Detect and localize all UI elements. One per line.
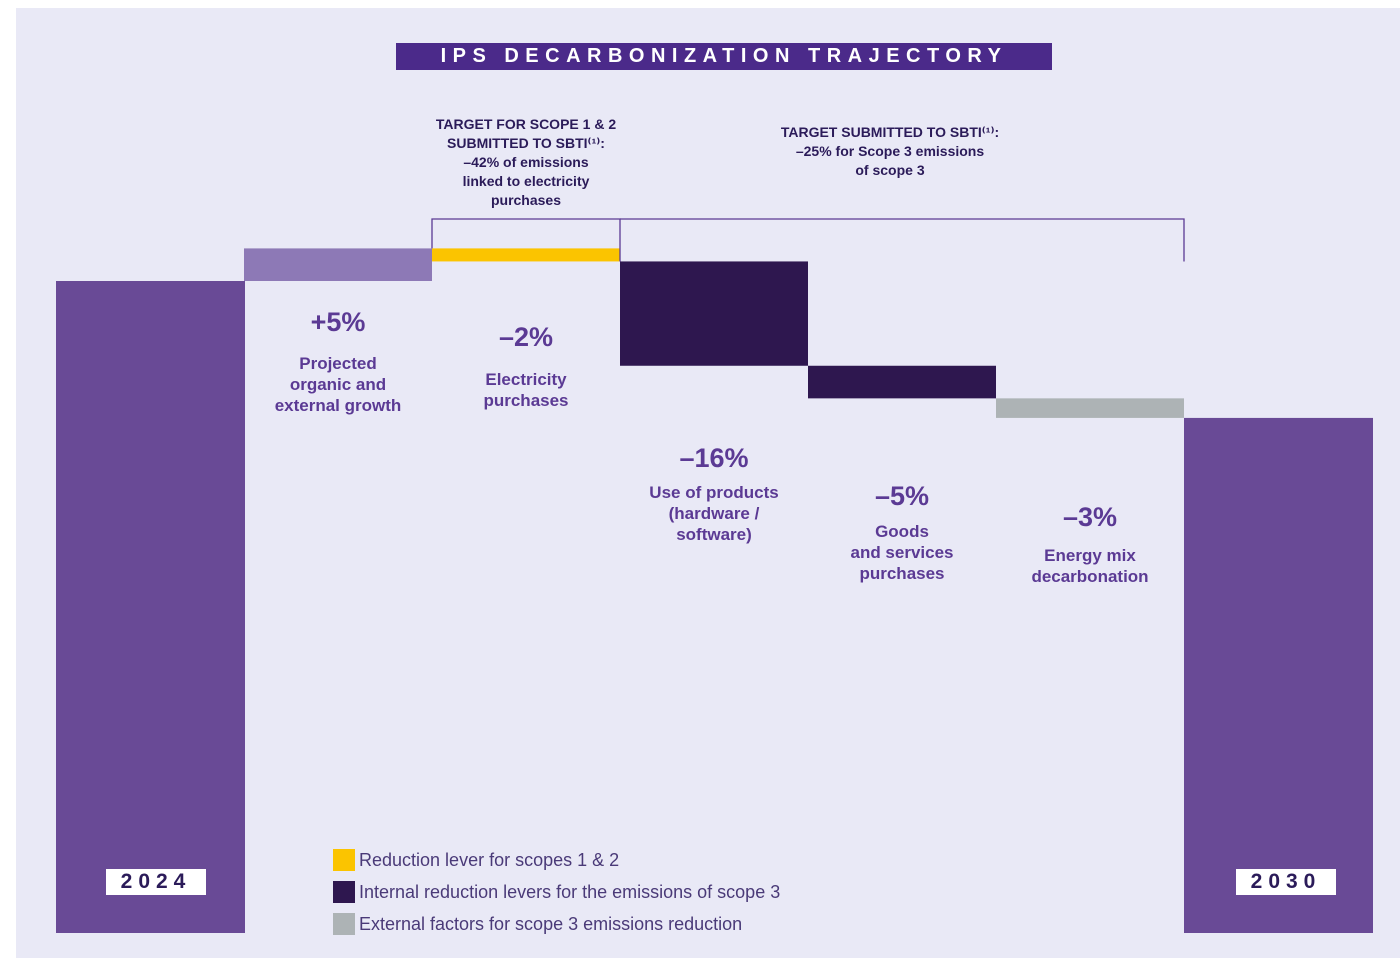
bar-growth	[244, 248, 432, 281]
use-of-products-value-label: –16%	[679, 443, 749, 473]
year-2024-label: 2024	[106, 869, 206, 895]
bar-energy-mix	[996, 398, 1184, 418]
use-of-products-category-label: Use of products (hardware / software)	[649, 483, 779, 544]
chart-title: IPS DECARBONIZATION TRAJECTORY	[396, 43, 1052, 70]
legend-swatch-scope12	[333, 849, 355, 871]
bar-2024	[56, 281, 245, 933]
legend-label-scope12: Reduction lever for scopes 1 & 2	[359, 849, 620, 870]
electricity-value-label: –2%	[498, 322, 554, 352]
growth-category-label: Projected organic and external growth	[274, 354, 402, 415]
scope12-target-bracket	[431, 218, 621, 262]
goods-services-value-label: –5%	[874, 481, 930, 511]
electricity-category-label: Electricity purchases	[483, 370, 569, 410]
year-2030-label: 2030	[1236, 869, 1336, 895]
energy-mix-category-label: Energy mix decarbonation	[1031, 546, 1149, 586]
energy-mix-value-label: –3%	[1062, 502, 1118, 532]
scope3-target-bracket	[620, 218, 1185, 262]
bar-use-of-products	[620, 261, 808, 366]
chart-panel	[16, 8, 1400, 958]
legend-item-internal-scope3: Internal reduction levers for the emissi…	[333, 876, 780, 908]
legend-item-scope12: Reduction lever for scopes 1 & 2	[333, 844, 780, 876]
growth-value-label: +5%	[310, 307, 366, 337]
legend-label-external-scope3: External factors for scope 3 emissions r…	[359, 913, 743, 934]
bar-2030	[1184, 417, 1373, 933]
legend-item-external-scope3: External factors for scope 3 emissions r…	[333, 908, 780, 940]
legend: Reduction lever for scopes 1 & 2 Interna…	[333, 844, 780, 940]
bar-goods-services	[808, 365, 996, 399]
scope12-target-note: TARGET FOR SCOPE 1 & 2 SUBMITTED TO SBTI…	[435, 116, 617, 208]
bar-electricity	[432, 248, 620, 262]
scope3-target-note: TARGET SUBMITTED TO SBTI⁽¹⁾: –25% for Sc…	[780, 124, 1000, 178]
goods-services-category-label: Goods and services purchases	[850, 522, 954, 583]
legend-swatch-internal-scope3	[333, 881, 355, 903]
legend-label-internal-scope3: Internal reduction levers for the emissi…	[359, 881, 781, 902]
legend-swatch-external-scope3	[333, 913, 355, 935]
